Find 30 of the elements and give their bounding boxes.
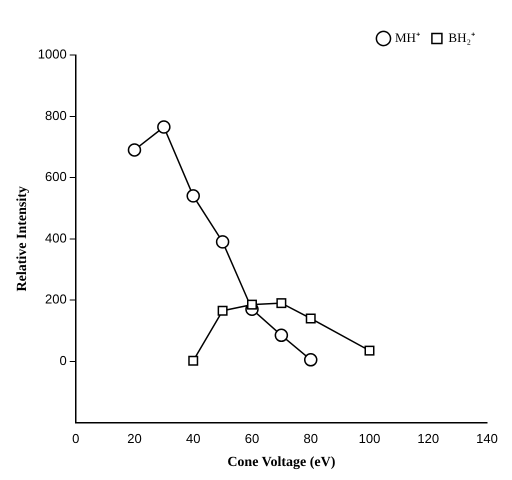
y-axis-title: Relative Intensity — [15, 186, 30, 292]
y-tick-label: 800 — [45, 108, 67, 123]
point — [128, 143, 142, 157]
legend-label: MH⁺ — [394, 30, 420, 45]
x-tick-label: 80 — [304, 430, 318, 446]
x-axis-title: Cone Voltage (eV) — [227, 455, 336, 470]
point — [304, 353, 318, 367]
point — [188, 356, 198, 366]
x-tick-label: 100 — [358, 430, 380, 446]
point — [186, 189, 200, 203]
y-tick-label: 0 — [59, 352, 67, 368]
point — [274, 328, 288, 342]
point — [246, 300, 257, 310]
x-tick-label: 20 — [127, 430, 142, 446]
y-tick-label: 200 — [45, 292, 67, 307]
point — [364, 346, 374, 356]
y-tick-label: 400 — [45, 230, 67, 246]
x-tick-label: 140 — [476, 430, 498, 446]
x-tick-label: 60 — [244, 430, 260, 446]
y-tick-label: 1000 — [38, 46, 67, 62]
point — [157, 120, 171, 134]
point — [306, 313, 316, 324]
point — [216, 235, 230, 249]
x-tick-label: 40 — [186, 430, 200, 446]
x-tick-label: 120 — [417, 430, 440, 446]
legend-label: BH₂⁺ — [448, 30, 475, 45]
point — [276, 298, 286, 308]
x-tick-label: 0 — [72, 430, 80, 446]
y-tick-label: 600 — [45, 169, 67, 184]
point — [218, 306, 228, 316]
